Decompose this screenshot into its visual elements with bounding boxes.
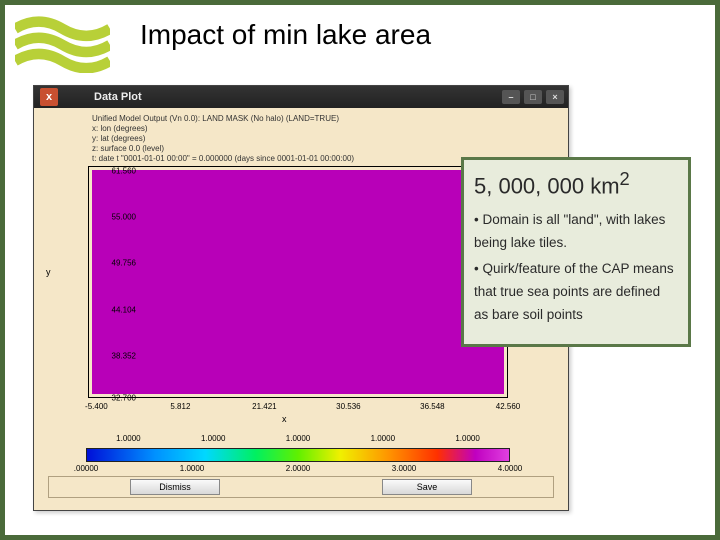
callout-title-text: 5, 000, 000 km <box>474 173 620 198</box>
window-close-icon[interactable]: x <box>40 88 58 106</box>
colorbar-bottom-tick: .00000 <box>74 464 98 473</box>
window-close-button[interactable]: × <box>546 90 564 104</box>
x-tick: 30.536 <box>328 402 368 411</box>
colorbar-top-tick: 1.0000 <box>371 434 395 443</box>
colorbar-bottom-tick: 1.0000 <box>180 464 204 473</box>
colorbar-bottom-tick: 2.0000 <box>286 464 310 473</box>
y-tick: 55.000 <box>98 213 136 222</box>
colorbar-bottom-tick: 4.0000 <box>498 464 522 473</box>
window-minimize-icon[interactable]: – <box>502 90 520 104</box>
plot-frame <box>88 166 508 398</box>
callout-title: 5, 000, 000 km2 <box>474 168 678 199</box>
dismiss-button[interactable]: Dismiss <box>130 479 220 495</box>
x-tick: -5.400 <box>76 402 116 411</box>
window-button-row: Dismiss Save <box>48 476 554 498</box>
save-button[interactable]: Save <box>382 479 472 495</box>
y-tick: 44.104 <box>98 305 136 314</box>
callout-box: 5, 000, 000 km2 • Domain is all "land", … <box>461 157 691 347</box>
colorbar-top-tick: 1.0000 <box>201 434 225 443</box>
x-tick: 5.812 <box>160 402 200 411</box>
window-titlebar[interactable]: x Data Plot – □ × <box>34 86 568 108</box>
colorbar-top-tick: 1.0000 <box>286 434 310 443</box>
colorbar-top-tick: 1.0000 <box>455 434 479 443</box>
y-tick: 38.352 <box>98 352 136 361</box>
plot-fill <box>92 170 504 394</box>
callout-title-sup: 2 <box>620 168 630 189</box>
x-tick: 42.560 <box>488 402 528 411</box>
y-tick: 61.560 <box>98 166 136 175</box>
callout-bullet-2: • Quirk/feature of the CAP means that tr… <box>474 258 678 327</box>
y-tick: 49.756 <box>98 259 136 268</box>
callout-bullet-1: • Domain is all "land", with lakes being… <box>474 209 678 255</box>
slide-title: Impact of min lake area <box>140 19 431 51</box>
colorbar-gradient <box>86 448 510 462</box>
x-tick: 21.421 <box>244 402 284 411</box>
y-axis-label: y <box>46 267 51 277</box>
slide: Impact of min lake area x Data Plot – □ … <box>0 0 720 540</box>
logo-icon <box>15 13 110 73</box>
colorbar-top-tick: 1.0000 <box>116 434 140 443</box>
x-tick: 36.548 <box>412 402 452 411</box>
x-axis-label: x <box>282 414 287 424</box>
colorbar-bottom-tick: 3.0000 <box>392 464 416 473</box>
window-title: Data Plot <box>64 91 502 103</box>
window-maximize-icon[interactable]: □ <box>524 90 542 104</box>
plot-metadata: Unified Model Output (Vn 0.0): LAND MASK… <box>92 114 354 164</box>
